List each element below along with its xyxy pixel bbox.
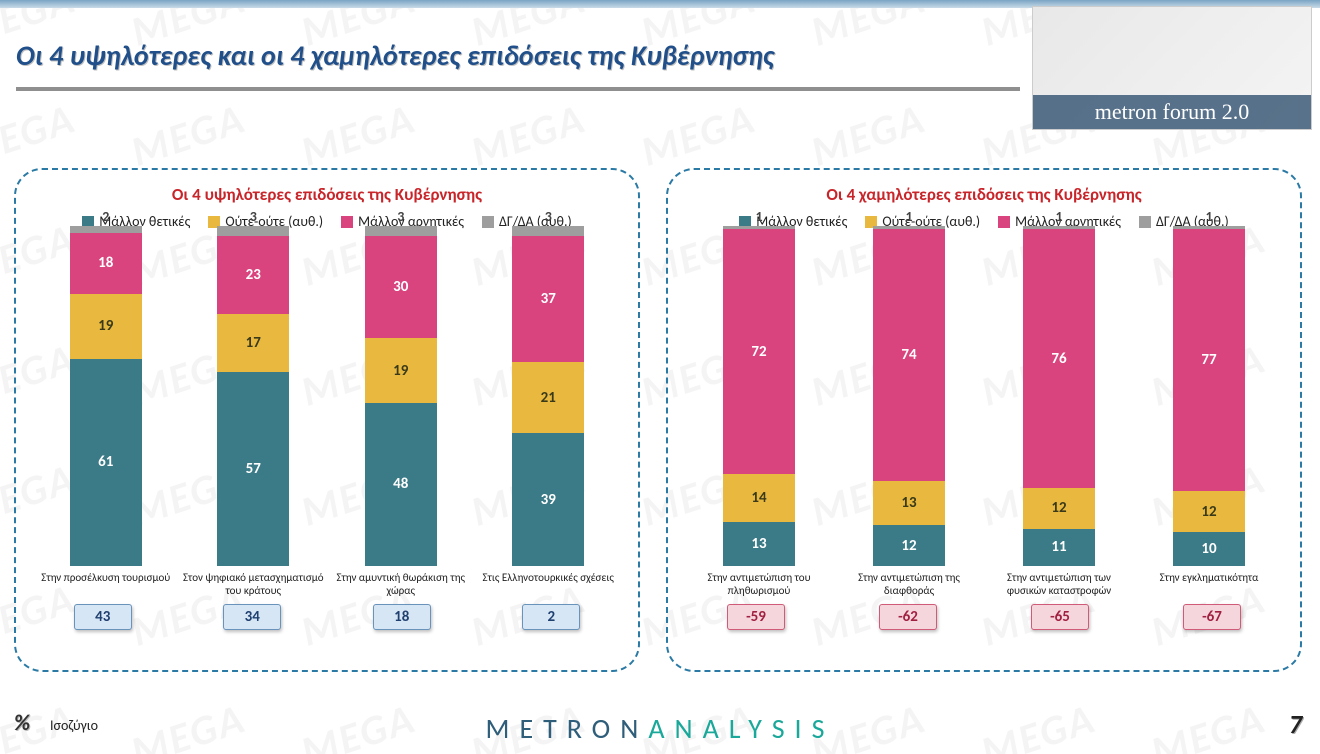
bar-segment [512,226,584,236]
category-label: Στην αμυντική θωράκιση της χώρας [330,572,472,600]
stacked-bar: 3481930 [365,226,437,566]
bar-segment: 77 [1173,229,1245,491]
bar-segment: 37 [512,236,584,362]
percent-symbol: % [14,709,30,736]
bar-top-label: 3 [365,208,437,225]
stacked-bar: 1101277 [1173,226,1245,566]
balance-row-bottom4: -59 -62 -65 -67 [680,604,1288,630]
bar-top-label: 1 [1173,208,1245,225]
bar-segment: 76 [1023,229,1095,487]
bar-segment: 10 [1173,532,1245,566]
bar-top-label: 1 [723,208,795,225]
bar-segment: 12 [1023,488,1095,529]
panel-top4: Οι 4 υψηλότερες επιδόσεις της Κυβέρνησης… [14,168,640,672]
chart-column: 1121374 Στην αντιμετώπιση της διαφθοράς [837,226,981,600]
bar-segment [70,226,142,233]
stacked-bar: 2611918 [70,226,142,566]
chart-column: 2611918 Στην προσέλκυση τουρισμού [35,226,177,600]
bar-segment: 19 [70,294,142,359]
footer: METRONANALYSIS [0,706,1320,750]
chart-column: 3392137 Στις Ελληνοτουρκικές σχέσεις [477,226,619,600]
bar-segment: 13 [873,481,945,525]
stacked-bar: 1111276 [1023,226,1095,566]
stacked-bar: 1131472 [723,226,795,566]
bar-top-label: 1 [1023,208,1095,225]
page-number: 7 [1289,708,1302,740]
bar-segment: 57 [217,372,289,566]
balance-caption: Ισοζύγιο [50,717,98,734]
bar-segment: 13 [723,522,795,566]
bar-segment: 74 [873,229,945,481]
category-label: Στην εγκληματικότητα [1160,572,1259,600]
bar-segment: 12 [1173,491,1245,532]
chart-top4: 2611918Στην προσέλκυση τουρισμού3571723Σ… [28,240,626,600]
stacked-bar: 1121374 [873,226,945,566]
stacked-bar: 3392137 [512,226,584,566]
category-label: Στις Ελληνοτουρκικές σχέσεις [483,572,614,600]
bar-segment: 48 [365,403,437,566]
page-title: Οι 4 υψηλότερες και οι 4 χαμηλότερες επι… [16,38,1020,73]
title-row: Οι 4 υψηλότερες και οι 4 χαμηλότερες επι… [16,38,1020,91]
category-label: Στην αντιμετώπιση του πληθωρισμού [687,572,831,600]
bar-segment: 61 [70,359,142,566]
chart-column: 1101277 Στην εγκληματικότητα [1137,226,1281,600]
bar-segment: 19 [365,338,437,403]
brand-logo-text: metron forum 2.0 [1033,95,1311,129]
balance-value: 18 [373,604,431,630]
balance-value: 43 [74,604,132,630]
category-label: Στον ψηφιακό μετασχηματισμό του κράτους [182,572,324,600]
category-label: Στην αντιμετώπιση της διαφθοράς [837,572,981,600]
bar-segment: 17 [217,314,289,372]
bar-segment: 14 [723,474,795,522]
category-label: Στην αντιμετώπιση των φυσικών καταστροφώ… [987,572,1131,600]
chart-column: 3571723 Στον ψηφιακό μετασχηματισμό του κ… [182,226,324,600]
category-label: Στην προσέλκυση τουρισμού [41,572,170,600]
bar-top-label: 1 [873,208,945,225]
balance-value: 34 [223,604,281,630]
bar-segment: 18 [70,233,142,294]
bar-top-label: 2 [70,208,142,225]
footer-brand: METRONANALYSIS [486,711,835,746]
bar-top-label: 3 [512,208,584,225]
bar-segment: 21 [512,362,584,433]
bar-segment: 30 [365,236,437,338]
bar-segment: 12 [873,525,945,566]
footer-brand-a: METRON [486,711,649,746]
bar-segment: 39 [512,433,584,566]
chart-bottom4: 1131472Στην αντιμετώπιση του πληθωρισμού… [680,240,1288,600]
balance-row-top4: 43 34 18 2 [28,604,626,630]
bar-segment: 11 [1023,529,1095,566]
chart-column: 1131472 Στην αντιμετώπιση του πληθωρισμού [687,226,831,600]
bar-segment: 72 [723,229,795,474]
chart-column: 3481930 Στην αμυντική θωράκιση της χώρας [330,226,472,600]
balance-value: -67 [1183,604,1241,630]
balance-value: 2 [522,604,580,630]
balance-value: -59 [727,604,785,630]
bar-segment [365,226,437,236]
chart-column: 1111276 Στην αντιμετώπιση των φυσικών κατ… [987,226,1131,600]
panel-top4-title: Οι 4 υψηλότερες επιδόσεις της Κυβέρνησης [28,184,626,205]
stacked-bar: 3571723 [217,226,289,566]
balance-value: -65 [1031,604,1089,630]
bar-segment [217,226,289,236]
panel-bottom4: Οι 4 χαμηλότερες επιδόσεις της Κυβέρνηση… [666,168,1302,672]
footer-brand-b: ANALYSIS [648,711,834,746]
bar-segment: 23 [217,236,289,314]
bar-top-label: 3 [217,208,289,225]
balance-value: -62 [879,604,937,630]
panel-bottom4-title: Οι 4 χαμηλότερες επιδόσεις της Κυβέρνηση… [680,184,1288,205]
brand-logo-box: metron forum 2.0 [1032,6,1312,130]
